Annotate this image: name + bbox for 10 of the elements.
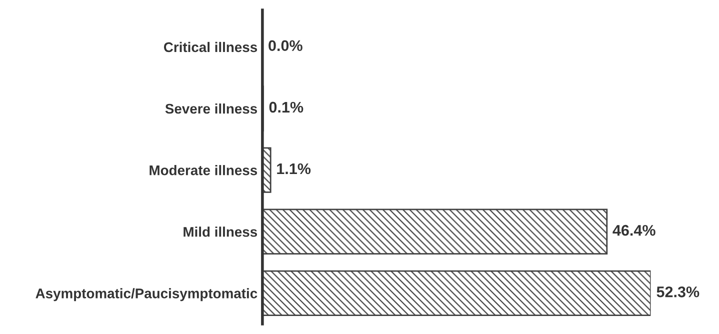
y-tick-label: Asymptomatic/Paucisymptomatic (36, 288, 258, 302)
data-label: 0.0% (268, 40, 302, 52)
y-tick-label: Moderate illness (150, 165, 258, 176)
data-label: 46.4% (612, 224, 656, 236)
y-tick-label: Severe illness (165, 103, 258, 114)
data-label: 52.3% (656, 286, 700, 298)
y-tick-label: Critical illness (164, 42, 258, 52)
data-label: 0.1% (269, 102, 304, 113)
data-label: 1.1% (277, 163, 311, 174)
y-tick-label: Mild illness (184, 226, 258, 237)
